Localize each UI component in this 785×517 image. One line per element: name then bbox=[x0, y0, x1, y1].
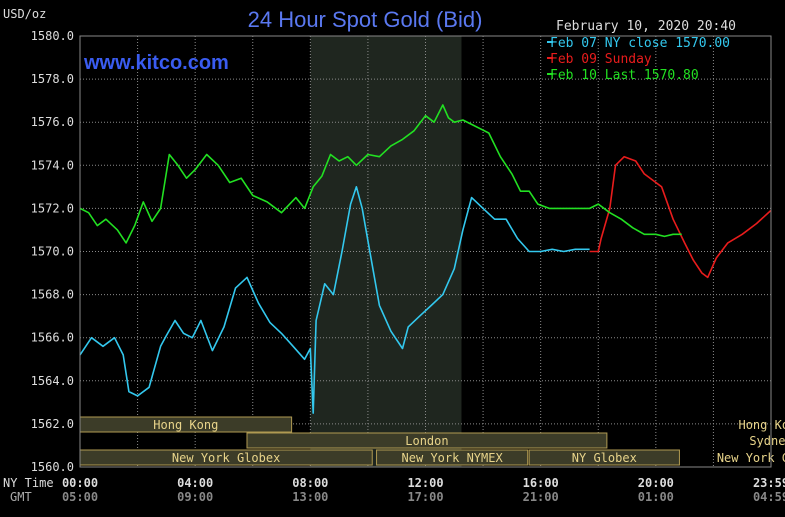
x-tick-label-ny: 00:00 bbox=[62, 476, 98, 490]
y-tick-label: 1564.0 bbox=[31, 374, 74, 388]
x-tick-label-gmt: 21:00 bbox=[523, 490, 559, 504]
legend-entry-feb09: Feb 09 Sunday bbox=[550, 52, 652, 67]
legend-entry-feb07: Feb 07 NY close 1570.00 bbox=[550, 36, 730, 51]
series-line-feb09 bbox=[589, 155, 772, 279]
session-label: NY Globex bbox=[572, 451, 637, 465]
watermark: www.kitco.com bbox=[83, 52, 229, 74]
x-tick-label-ny: 23:59 bbox=[753, 476, 785, 490]
x-tick-label-gmt: 04:59 bbox=[753, 490, 785, 504]
y-tick-label: 1568.0 bbox=[31, 288, 74, 302]
y-tick-label: 1562.0 bbox=[31, 417, 74, 431]
y-tick-label: 1560.0 bbox=[31, 460, 74, 474]
date-stamp: February 10, 2020 20:40 bbox=[556, 19, 736, 34]
legend-markers bbox=[547, 41, 553, 75]
y-unit-label: USD/oz bbox=[3, 7, 46, 21]
session-label: Hong Kong bbox=[738, 418, 785, 432]
nymex-shaded-band bbox=[310, 36, 462, 467]
y-tick-label: 1574.0 bbox=[31, 158, 74, 172]
session-label: New York NYMEX bbox=[402, 451, 504, 465]
session-label: Hong Kong bbox=[153, 418, 218, 432]
x-tick-label-ny: 16:00 bbox=[523, 476, 559, 490]
y-tick-label: 1570.0 bbox=[31, 245, 74, 259]
market-sessions: Hong Kong London New York Globex New York N… bbox=[79, 416, 785, 466]
session-label: London bbox=[405, 434, 448, 448]
y-tick-label: 1566.0 bbox=[31, 331, 74, 345]
x-tick-label-ny: 08:00 bbox=[292, 476, 328, 490]
x-tick-label-ny: 20:00 bbox=[638, 476, 674, 490]
series-line-feb10 bbox=[79, 104, 682, 244]
x-tick-label-gmt: 13:00 bbox=[292, 490, 328, 504]
session-label: New York Globex bbox=[172, 451, 280, 465]
x-axis-ticks: 00:00 04:00 08:00 12:00 16:00 20:00 23:59 05:00… bbox=[62, 476, 785, 504]
session-bar bbox=[528, 449, 680, 466]
legend-entry-feb10: Feb 10 Last 1570.80 bbox=[550, 68, 699, 83]
session-bar bbox=[246, 432, 608, 449]
y-axis-ticks: 1560.0 1562.0 1564.0 1566.0 1568.0 1570.0 1572… bbox=[31, 29, 74, 474]
x-row-label-gmt: GMT bbox=[10, 490, 32, 504]
x-tick-label-ny: 12:00 bbox=[407, 476, 443, 490]
x-row-label-ny: NY Time bbox=[3, 476, 54, 490]
x-tick-label-gmt: 17:00 bbox=[407, 490, 443, 504]
x-tick-label-gmt: 05:00 bbox=[62, 490, 98, 504]
x-tick-label-gmt: 01:00 bbox=[638, 490, 674, 504]
x-tick-label-gmt: 09:00 bbox=[177, 490, 213, 504]
session-label: New York Globex bbox=[717, 451, 785, 465]
y-tick-label: 1576.0 bbox=[31, 115, 74, 129]
y-tick-label: 1580.0 bbox=[31, 29, 74, 43]
session-bar bbox=[376, 449, 529, 466]
legend: Feb 07 NY close 1570.00 Feb 09 Sunday Fe… bbox=[550, 36, 730, 83]
y-tick-label: 1572.0 bbox=[31, 201, 74, 215]
chart-title: 24 Hour Spot Gold (Bid) bbox=[248, 7, 483, 32]
session-label: Sydney bbox=[749, 434, 785, 448]
x-tick-label-ny: 04:00 bbox=[177, 476, 213, 490]
series-line-feb07 bbox=[79, 186, 590, 414]
series-lines bbox=[79, 104, 772, 414]
y-tick-label: 1578.0 bbox=[31, 72, 74, 86]
